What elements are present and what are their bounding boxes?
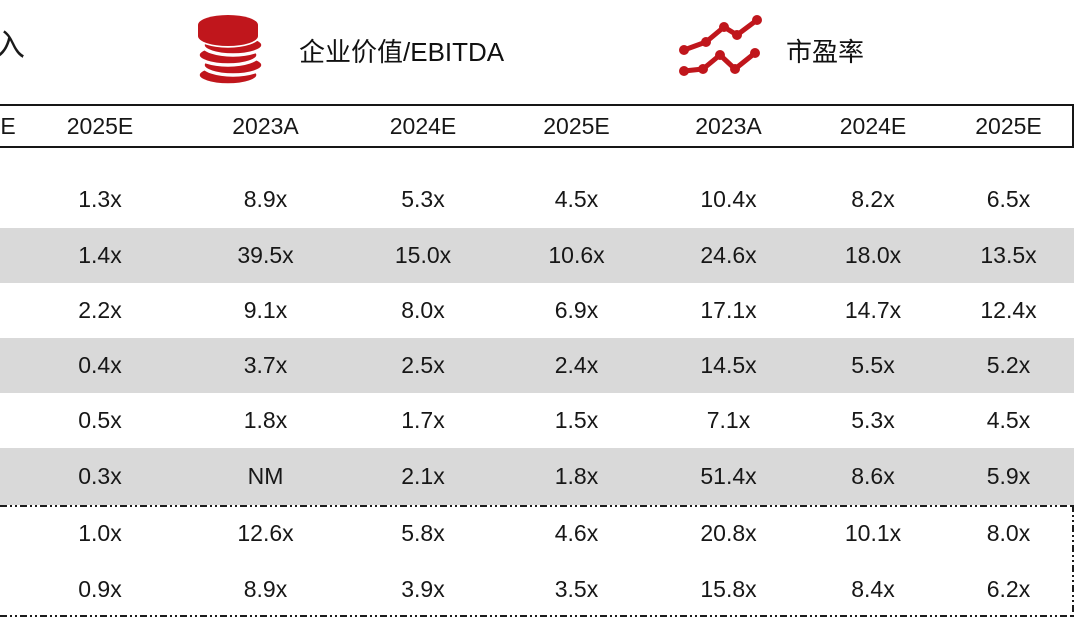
table-body: 1.3x 8.9x 5.3x 4.5x 10.4x 8.2x 6.5x 1.4x… [0, 148, 1074, 617]
table-cell: NM [247, 463, 284, 489]
table-cell: 4.5x [986, 407, 1031, 433]
table-cell: 5.5x [851, 352, 895, 378]
table-cell [0, 505, 16, 561]
table-row-summary: 0.9x 8.9x 3.9x 3.5x 15.8x 8.4x 6.2x [0, 561, 1074, 617]
table-cell: 7.1x [706, 407, 751, 433]
table-cell: 2.5x [401, 352, 445, 378]
table-cell: 8.0x [986, 519, 1031, 546]
table-cell: 39.5x [237, 242, 294, 268]
table-cell: 0.9x [78, 575, 122, 602]
table-cell: 4.6x [554, 519, 599, 546]
table-cell: 2.4x [554, 352, 599, 378]
table-cell [0, 283, 16, 338]
table-cell: 3.9x [401, 575, 445, 602]
table-cell: 14.5x [700, 352, 757, 378]
table-cell: 13.5x [980, 242, 1037, 268]
table-cell: 1.7x [401, 407, 445, 433]
legend-bar: 入 企业价值/EBITDA 市盈率 [0, 0, 1080, 104]
table-cell: 5.2x [986, 352, 1031, 378]
table-row: 0.3x NM 2.1x 1.8x 51.4x 8.6x 5.9x [0, 448, 1074, 505]
table-cell: 51.4x [700, 463, 757, 489]
table-row: 0.5x 1.8x 1.7x 1.5x 7.1x 5.3x 4.5x [0, 393, 1074, 448]
table-cell: 9.1x [243, 297, 288, 323]
table-cell: 20.8x [700, 519, 757, 546]
table-cell [0, 338, 16, 393]
table-cell [0, 561, 16, 617]
table-cell: 3.5x [554, 575, 599, 602]
table-cell: 10.6x [548, 242, 605, 268]
header-cell: 2025E [975, 112, 1042, 139]
table-cell: 6.9x [554, 297, 599, 323]
table-cell: 5.9x [986, 463, 1031, 489]
table-cell: 1.4x [78, 242, 122, 268]
table-cell [0, 448, 16, 505]
table-cell: 24.6x [700, 242, 757, 268]
table-cell: 10.1x [844, 519, 902, 546]
table-cell: 3.7x [243, 352, 288, 378]
table-cell: 6.2x [986, 575, 1031, 602]
table-cell: 2.2x [78, 297, 122, 323]
table-row-summary: 1.0x 12.6x 5.8x 4.6x 20.8x 10.1x 8.0x [0, 505, 1074, 561]
table-cell: 8.4x [851, 575, 895, 602]
table-cell: 0.5x [78, 407, 122, 433]
pe-ratio-label: 市盈率 [786, 37, 865, 67]
table-cell: 8.2x [851, 185, 895, 212]
table-cell: 6.5x [986, 185, 1031, 212]
revenue-partial-label: 入 [0, 28, 26, 63]
table-cell: 1.0x [78, 519, 122, 546]
table-cell: 17.1x [700, 297, 757, 323]
dashed-separator-right [1072, 505, 1074, 617]
table-cell: 0.3x [78, 463, 122, 489]
header-cell: 2024E [389, 112, 457, 139]
table-cell: 15.0x [394, 242, 452, 268]
table-cell: 5.8x [401, 519, 445, 546]
ev-ebitda-label: 企业价值/EBITDA [299, 37, 505, 67]
table-row: 1.4x 39.5x 15.0x 10.6x 24.6x 18.0x 13.5x [0, 228, 1074, 283]
table-cell: 14.7x [844, 297, 902, 323]
table-cell [0, 148, 16, 228]
header-cell: E [0, 112, 16, 139]
table-cell: 12.4x [980, 297, 1037, 323]
table-cell [0, 228, 16, 283]
table-cell: 1.8x [554, 463, 599, 489]
header-cell: 2023A [232, 112, 299, 139]
table-cell: 8.9x [243, 575, 288, 602]
dashed-separator-bottom [0, 615, 1074, 617]
table-cell: 8.6x [851, 463, 895, 489]
header-cell: 2025E [66, 112, 134, 139]
coins-icon [191, 12, 269, 95]
table-cell: 15.8x [700, 575, 757, 602]
table-cell: 1.3x [78, 185, 122, 212]
table-cell: 5.3x [401, 185, 445, 212]
table-row: 1.3x 8.9x 5.3x 4.5x 10.4x 8.2x 6.5x [0, 148, 1074, 228]
table-cell: 0.4x [78, 352, 122, 378]
table-cell: 4.5x [554, 185, 599, 212]
table-cell: 5.3x [851, 407, 895, 433]
dashed-separator-top [0, 505, 1074, 507]
table-row: 2.2x 9.1x 8.0x 6.9x 17.1x 14.7x 12.4x [0, 283, 1074, 338]
comps-table: E 2025E 2023A 2024E 2025E 2023A 2024E 20… [0, 104, 1074, 617]
table-cell: 8.0x [401, 297, 445, 323]
table-cell: 1.8x [243, 407, 288, 433]
table-cell: 1.5x [554, 407, 599, 433]
table-cell: 2.1x [401, 463, 445, 489]
table-cell: 8.9x [243, 185, 288, 212]
table-row: 0.4x 3.7x 2.5x 2.4x 14.5x 5.5x 5.2x [0, 338, 1074, 393]
line-chart-icon [674, 14, 766, 91]
table-cell: 10.4x [700, 185, 757, 212]
header-cell: 2024E [839, 112, 907, 139]
table-cell: 18.0x [844, 242, 902, 268]
header-cell: 2023A [695, 112, 762, 139]
table-cell [0, 393, 16, 448]
header-cell: 2025E [543, 112, 610, 139]
table-cell: 12.6x [237, 519, 294, 546]
table-header-row: E 2025E 2023A 2024E 2025E 2023A 2024E 20… [0, 104, 1074, 148]
